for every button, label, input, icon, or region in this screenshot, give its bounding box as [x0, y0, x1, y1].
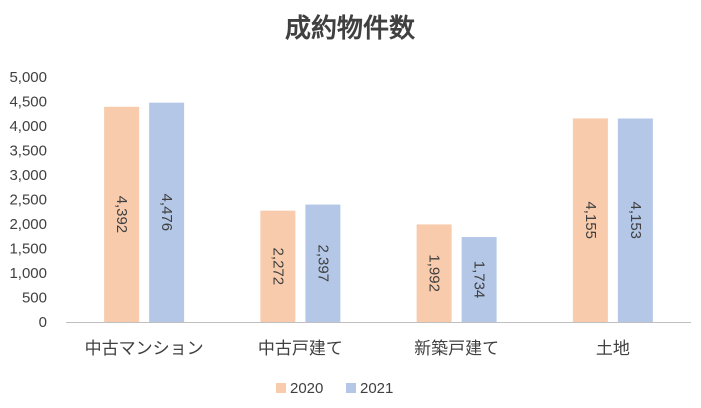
- y-tick-label: 3,500: [9, 143, 47, 160]
- y-tick-label: 4,500: [9, 94, 47, 111]
- axis-layer: 0 500 1,000 1,500 2,000 2,500 3,000 3,500 4,000 4…: [9, 69, 691, 359]
- y-tick-label: 0: [39, 314, 47, 331]
- legend-label: 2021: [360, 380, 393, 397]
- y-tick-label: 2,500: [9, 192, 47, 209]
- chart-title: 成約物件数: [285, 13, 416, 44]
- x-category-label: 中古戸建て: [258, 339, 343, 359]
- data-labels-layer: 4,392 4,476 2,272 2,397 1,992 1,734 4,155 4,153: [113, 194, 644, 299]
- y-tick-label: 4,000: [9, 118, 47, 135]
- bar-2021: [617, 118, 653, 323]
- data-label: 1,992: [426, 254, 443, 292]
- bar-2020: [572, 118, 608, 322]
- y-tick-label: 5,000: [9, 69, 47, 86]
- data-label: 1,734: [471, 261, 488, 299]
- y-tick-label: 2,000: [9, 216, 47, 233]
- data-label: 4,155: [582, 201, 599, 239]
- bar-2021: [305, 204, 341, 322]
- data-label: 2,272: [269, 248, 286, 286]
- data-label: 4,392: [113, 196, 130, 234]
- legend-swatch-2020: [276, 383, 286, 393]
- legend-swatch-2021: [346, 383, 356, 393]
- y-tick-label: 1,500: [9, 241, 47, 258]
- bars-layer: [104, 102, 653, 323]
- x-category-label: 中古マンション: [85, 339, 204, 359]
- bar-2021: [461, 237, 497, 322]
- bar-2020: [260, 210, 296, 322]
- y-tick-label: 3,000: [9, 167, 47, 184]
- data-label: 4,153: [627, 201, 644, 239]
- legend-label: 2020: [290, 380, 323, 397]
- bar-2020: [416, 224, 452, 322]
- x-category-label: 土地: [596, 339, 630, 359]
- bar-2020: [104, 106, 140, 323]
- data-label: 2,397: [314, 245, 331, 283]
- bar-2021: [149, 102, 185, 323]
- y-tick-label: 1,000: [9, 265, 47, 282]
- data-label: 4,476: [158, 194, 175, 232]
- x-category-label: 新築戸建て: [414, 339, 499, 359]
- legend: 2020 2021: [276, 380, 393, 397]
- y-tick-label: 500: [22, 290, 47, 307]
